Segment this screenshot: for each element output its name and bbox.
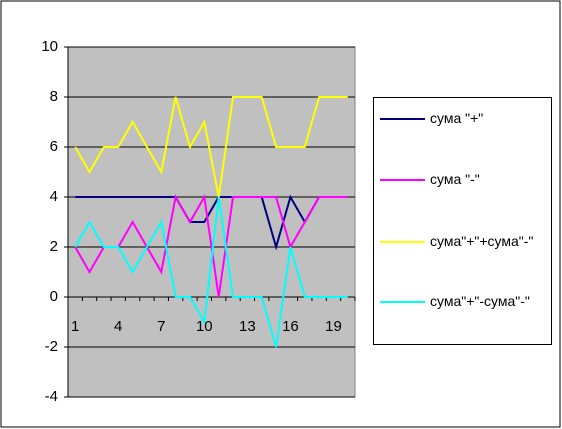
x-tick-label: 10 <box>196 318 213 335</box>
legend-swatch <box>380 179 425 181</box>
series-line <box>74 196 348 348</box>
legend-entry: сума"+"+сума"-" <box>380 233 548 250</box>
legend-label: сума"+"+сума"-" <box>430 233 534 249</box>
y-tick-label: 4 <box>50 188 58 205</box>
y-tick-label: 2 <box>50 238 58 255</box>
x-tick-label: 16 <box>282 318 299 335</box>
plot-area <box>67 46 356 398</box>
x-tick-label: 1 <box>71 318 79 335</box>
legend-label: сума"+"-сума"-" <box>430 293 530 309</box>
y-tick-label: 0 <box>50 288 58 305</box>
x-tick-label: 7 <box>157 318 165 335</box>
legend-swatch <box>380 118 425 120</box>
legend-entry: сума "+" <box>380 110 548 127</box>
y-tick-label: 10 <box>41 38 58 55</box>
x-tick-label: 19 <box>325 318 342 335</box>
x-tick-label: 13 <box>239 318 256 335</box>
legend-swatch <box>380 301 425 303</box>
legend: сума "+" сума "-" сума"+"+сума"-" сума"+"-с… <box>373 97 552 345</box>
y-tick-label: 6 <box>50 138 58 155</box>
y-tick-label: 8 <box>50 88 58 105</box>
series-line <box>75 194 348 251</box>
series-line <box>74 193 348 298</box>
series-line <box>74 96 348 198</box>
legend-swatch <box>380 241 425 243</box>
y-tick-label: -2 <box>45 338 58 355</box>
legend-label: сума "-" <box>430 171 480 187</box>
legend-entry: сума"+"-сума"-" <box>380 293 548 310</box>
legend-entry: сума "-" <box>380 171 548 188</box>
legend-label: сума "+" <box>430 110 484 126</box>
x-tick-label: 4 <box>114 318 122 335</box>
y-tick-label: -4 <box>45 388 58 405</box>
